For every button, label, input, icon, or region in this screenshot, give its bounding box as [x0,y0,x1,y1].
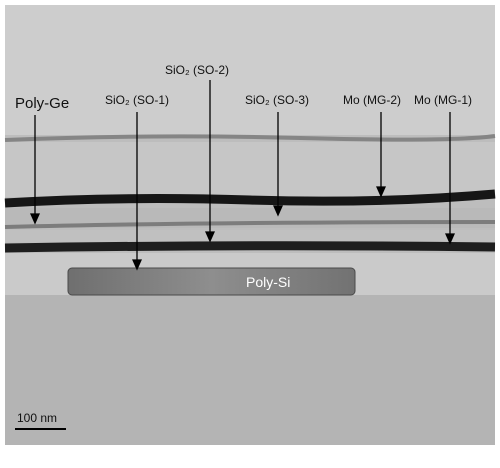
label: Poly-Si [246,274,290,290]
label: Poly-Ge [15,95,69,112]
label: SiO₂ (SO-3) [245,93,309,107]
label: SiO₂ (SO-2) [165,63,229,77]
label: Mo (MG-1) [414,93,472,107]
label: Mo (MG-2) [343,93,401,107]
scale-bar-label: 100 nm [17,411,57,425]
image-layers [4,5,496,445]
arrows [29,80,456,271]
label: SiO₂ (SO-1) [105,93,169,107]
